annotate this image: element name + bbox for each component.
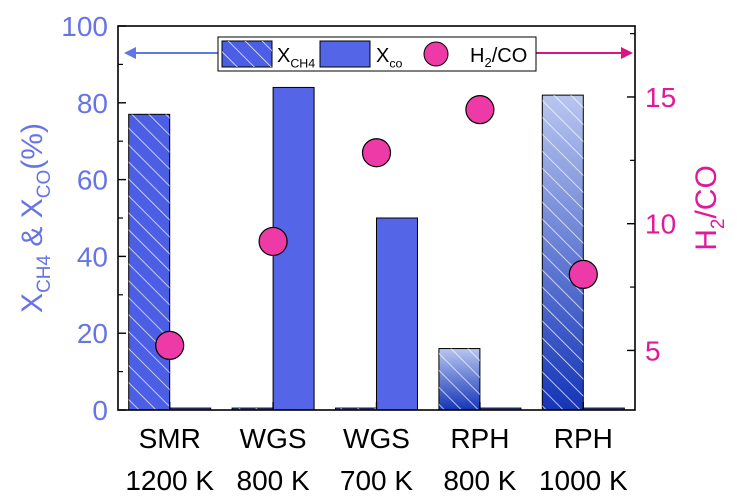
- point-h2co-4: [568, 259, 598, 289]
- x-tick-sublabel-4: 1000 K: [539, 465, 628, 496]
- x-tick-sublabel-1: 800 K: [237, 465, 310, 496]
- x-tick-sublabel-0: 1200 K: [125, 465, 214, 496]
- x-tick-label-3: RPH: [450, 423, 509, 454]
- x-tick-sublabel-2: 700 K: [340, 465, 413, 496]
- point-h2co-2: [361, 138, 392, 168]
- legend-label-xco: Xco: [376, 45, 403, 71]
- right-tick-label-0: 5: [645, 335, 661, 366]
- bar-xco-2: [376, 217, 418, 411]
- bar-xch4-hatch-4: [542, 95, 584, 411]
- left-tick-label-4: 80: [77, 88, 108, 119]
- x-tick-label-2: WGS: [343, 423, 410, 454]
- bar-xch4-hatch-1: [232, 408, 274, 410]
- point-h2co-3: [465, 95, 495, 125]
- y-right-axis-label: H2/CO: [690, 165, 729, 251]
- bar-xch4-hatch-2: [335, 408, 377, 410]
- legend-label-xch4: XCH4: [277, 45, 315, 71]
- left-tick-label-3: 60: [77, 165, 108, 196]
- left-axis-arrowhead: [124, 47, 136, 59]
- right-axis-arrowhead: [621, 47, 633, 59]
- point-h2co-1: [258, 226, 288, 257]
- x-tick-label-4: RPH: [554, 423, 613, 454]
- left-tick-label-1: 20: [77, 318, 108, 349]
- legend-swatch-xco: [319, 40, 371, 68]
- right-tick-label-2: 15: [645, 82, 676, 113]
- y-left-axis-label: XCH4 & XCO(%): [16, 123, 55, 313]
- left-tick-label-0: 0: [92, 395, 108, 426]
- bar-xch4-hatch-0: [128, 114, 170, 410]
- x-tick-sublabel-3: 800 K: [443, 465, 516, 496]
- left-tick-label-2: 40: [77, 241, 108, 272]
- x-tick-label-0: SMR: [139, 423, 201, 454]
- legend-swatch-xch4-hatch: [222, 41, 272, 67]
- bar-xch4-hatch-3: [438, 348, 480, 410]
- x-tick-label-1: WGS: [240, 423, 307, 454]
- legend-label-h2co: H2/CO: [470, 45, 527, 70]
- point-h2co-0: [155, 330, 185, 360]
- left-tick-label-5: 100: [61, 11, 108, 42]
- legend-marker-h2co: [423, 41, 449, 67]
- right-tick-label-1: 10: [645, 209, 676, 240]
